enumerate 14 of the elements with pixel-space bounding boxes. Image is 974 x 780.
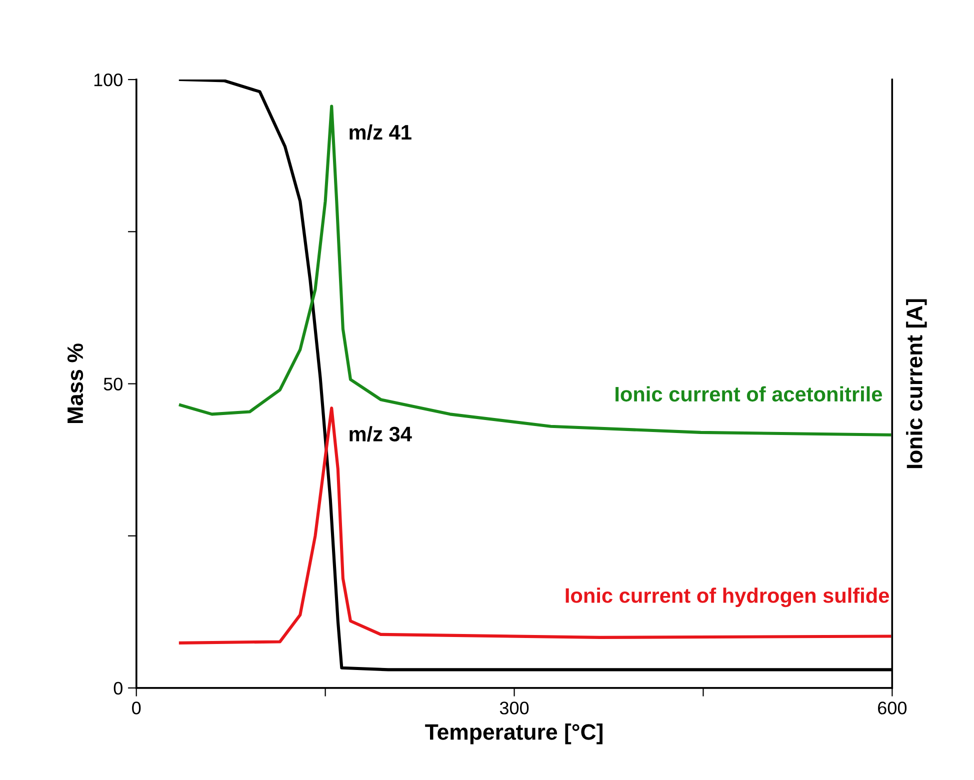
x-tick-label: 600 (878, 702, 907, 714)
series-label: Ionic current of acetonitrile (616, 386, 882, 402)
y-tick-label: 50 (104, 378, 122, 390)
y-axis-title: Mass % (67, 344, 84, 424)
x-axis-title: Temperature [°C] (425, 724, 602, 744)
y-tick-label: 100 (94, 73, 122, 86)
line-series (178, 406, 892, 644)
y-tick-label: 0 (114, 682, 122, 695)
x-tick-label: 0 (132, 702, 141, 714)
y2-axis-title: Ionic current [A] (906, 299, 927, 468)
series-label: Ionic current of hydrogen sulfide (566, 588, 889, 608)
annotation: m/z 41 (350, 124, 412, 140)
x-tick-label: 300 (500, 702, 529, 714)
annotation: m/z 34 (350, 426, 412, 442)
